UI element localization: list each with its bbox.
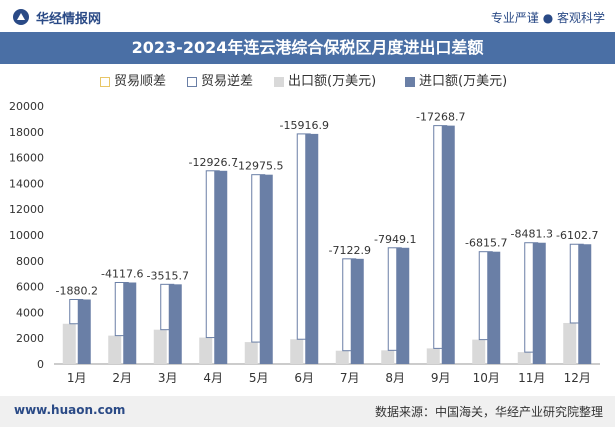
legend-swatch-deficit bbox=[187, 77, 197, 87]
legend-swatch-import bbox=[405, 77, 415, 87]
export-bar bbox=[199, 337, 213, 364]
import-bar bbox=[396, 247, 410, 364]
export-bar bbox=[517, 352, 531, 364]
import-bar bbox=[123, 282, 137, 364]
export-bar bbox=[290, 339, 304, 364]
y-tick-label: 20000 bbox=[9, 100, 44, 113]
y-tick-label: 0 bbox=[37, 358, 44, 371]
x-tick-label: 8月 bbox=[385, 371, 405, 385]
y-tick-label: 14000 bbox=[9, 177, 44, 190]
bar-chart: 0 2000 4000 6000 8000 10000 12000 14000 16000 180… bbox=[9, 100, 600, 385]
import-bar bbox=[168, 284, 182, 364]
y-tick-label: 2000 bbox=[16, 332, 44, 345]
import-bar bbox=[441, 125, 455, 364]
export-bar bbox=[335, 350, 349, 364]
import-bar bbox=[487, 251, 501, 364]
x-tick-label: 11月 bbox=[518, 371, 545, 385]
slogan: 专业严谨 ● 客观科学 bbox=[490, 11, 605, 25]
legend-label-export: 出口额(万美元) bbox=[288, 74, 377, 89]
import-bar bbox=[350, 258, 364, 364]
balance-data-label: -7122.9 bbox=[329, 244, 371, 257]
footer-source: 数据来源：中国海关，华经产业研究院整理 bbox=[374, 405, 603, 419]
y-tick-label: 4000 bbox=[16, 306, 44, 319]
x-tick-label: 12月 bbox=[564, 371, 591, 385]
y-tick-label: 8000 bbox=[16, 255, 44, 268]
balance-data-label: -15916.9 bbox=[280, 119, 329, 132]
export-bar bbox=[426, 348, 440, 364]
footer: www.huaon.com 数据来源：中国海关，华经产业研究院整理 bbox=[0, 396, 615, 427]
balance-data-label: -6102.7 bbox=[556, 229, 598, 242]
x-tick-label: 1月 bbox=[67, 371, 87, 385]
legend-label-surplus: 贸易顺差 bbox=[114, 74, 167, 89]
export-bar bbox=[62, 323, 76, 364]
chart-legend: 贸易顺差 贸易逆差 出口额(万美元) 进口额(万美元) bbox=[0, 72, 615, 92]
balance-data-label: -17268.7 bbox=[416, 111, 465, 124]
site-name: 华经情报网 bbox=[36, 12, 102, 27]
balance-data-label: -12926.7 bbox=[189, 156, 238, 169]
import-bar bbox=[214, 170, 228, 364]
balance-data-label: -3515.7 bbox=[147, 269, 189, 282]
y-tick-label: 12000 bbox=[9, 203, 44, 216]
export-bar bbox=[108, 335, 122, 364]
import-bar bbox=[259, 174, 273, 364]
balance-data-label: -12975.5 bbox=[234, 160, 283, 173]
y-tick-label: 16000 bbox=[9, 152, 44, 165]
x-tick-label: 7月 bbox=[340, 371, 360, 385]
legend-label-deficit: 贸易逆差 bbox=[201, 74, 254, 89]
x-tick-label: 9月 bbox=[431, 371, 451, 385]
legend-swatch-export bbox=[274, 77, 284, 87]
export-bar bbox=[244, 342, 258, 364]
balance-data-label: -4117.6 bbox=[101, 267, 143, 280]
x-tick-label: 5月 bbox=[249, 371, 269, 385]
export-bar bbox=[153, 329, 167, 364]
x-tick-label: 2月 bbox=[112, 371, 132, 385]
import-bar bbox=[77, 299, 91, 364]
y-tick-label: 6000 bbox=[16, 281, 44, 294]
export-bar bbox=[563, 322, 577, 364]
x-tick-label: 3月 bbox=[158, 371, 178, 385]
y-tick-label: 18000 bbox=[9, 126, 44, 139]
export-bar bbox=[472, 339, 486, 364]
balance-data-label: -7949.1 bbox=[374, 233, 416, 246]
x-tick-label: 10月 bbox=[473, 371, 500, 385]
import-bar bbox=[305, 133, 319, 364]
legend-label-import: 进口额(万美元) bbox=[419, 74, 508, 89]
x-tick-label: 4月 bbox=[203, 371, 223, 385]
balance-data-label: -8481.3 bbox=[511, 228, 553, 241]
y-tick-label: 10000 bbox=[9, 229, 44, 242]
footer-url[interactable]: www.huaon.com bbox=[14, 403, 126, 417]
chart-title: 2023-2024年连云港综合保税区月度进出口差额 bbox=[0, 32, 615, 64]
balance-data-label: -1880.2 bbox=[56, 285, 98, 298]
top-bar: 华经情报网 专业严谨 ● 客观科学 bbox=[0, 0, 615, 32]
export-bar bbox=[381, 350, 395, 364]
import-bar bbox=[578, 244, 592, 364]
import-bar bbox=[532, 242, 546, 364]
x-tick-label: 6月 bbox=[294, 371, 314, 385]
balance-data-label: -6815.7 bbox=[465, 237, 507, 250]
huaon-logo-icon bbox=[13, 9, 29, 25]
legend-swatch-surplus bbox=[100, 77, 110, 87]
